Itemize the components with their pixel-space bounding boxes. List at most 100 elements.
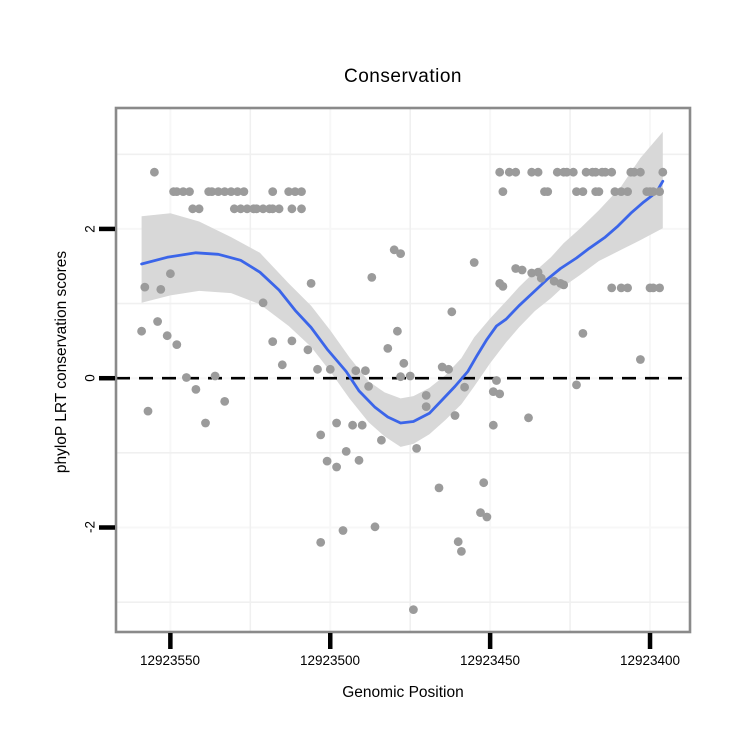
data-point: [495, 167, 505, 177]
data-point: [572, 187, 581, 197]
data-point: [236, 204, 246, 214]
panel-border: [114, 106, 692, 634]
data-point: [357, 420, 367, 430]
data-point: [636, 355, 645, 364]
data-point: [600, 167, 610, 177]
data-point: [434, 483, 444, 493]
data-point: [316, 538, 326, 547]
data-point: [364, 382, 373, 391]
data-point: [370, 522, 380, 532]
data-point: [636, 167, 645, 177]
data-point: [233, 187, 242, 197]
data-point: [591, 167, 601, 177]
data-point: [239, 187, 249, 197]
data-point: [332, 418, 341, 428]
data-point: [137, 326, 147, 336]
data-point: [421, 402, 431, 411]
data-point: [354, 455, 364, 465]
data-point: [396, 249, 405, 258]
data-point: [220, 397, 230, 406]
data-point: [277, 360, 287, 370]
data-point: [393, 326, 402, 336]
data-point: [226, 187, 236, 197]
data-point: [498, 187, 508, 197]
data-point: [511, 167, 521, 177]
data-point: [658, 167, 668, 177]
data-point: [616, 283, 626, 293]
data-point: [194, 204, 204, 214]
data-point: [396, 372, 405, 382]
data-point: [166, 269, 175, 279]
data-point: [268, 337, 278, 346]
data-point: [543, 187, 553, 197]
data-point: [172, 187, 182, 197]
data-point: [274, 204, 284, 214]
data-point: [479, 478, 489, 488]
data-point: [450, 411, 460, 420]
data-point: [284, 187, 294, 197]
data-point: [568, 167, 578, 177]
data-point: [268, 187, 278, 197]
data-point: [185, 187, 194, 197]
data-point: [213, 187, 223, 197]
data-point: [469, 258, 479, 267]
data-point: [552, 167, 562, 177]
chart-title: Conservation: [344, 66, 462, 87]
data-point: [594, 187, 604, 197]
data-point: [607, 167, 617, 177]
data-point: [616, 187, 626, 197]
x-tick-label-12923450: 12923450: [459, 653, 521, 668]
smooth-line: [140, 179, 665, 425]
data-point: [444, 364, 453, 374]
data-point: [210, 371, 220, 381]
data-point: [303, 345, 313, 355]
data-point: [367, 273, 377, 282]
data-point: [492, 376, 501, 385]
data-point: [178, 187, 188, 197]
data-point: [351, 366, 361, 376]
data-point: [623, 187, 632, 197]
data-point: [316, 430, 326, 440]
data-point: [421, 391, 431, 400]
data-point: [162, 331, 172, 341]
data-point: [655, 187, 664, 197]
data-point: [143, 406, 153, 416]
data-point: [290, 187, 300, 197]
panel-background: [116, 108, 690, 632]
data-point: [172, 340, 182, 349]
data-point: [536, 273, 546, 283]
data-point: [297, 187, 306, 197]
data-point: [377, 435, 386, 445]
data-point: [559, 280, 569, 290]
data-point: [322, 456, 332, 466]
data-point: [488, 420, 498, 430]
data-point: [482, 512, 492, 522]
data-point: [648, 283, 658, 293]
data-point: [338, 526, 348, 535]
data-point: [297, 204, 306, 214]
data-point: [607, 283, 617, 293]
data-point: [527, 268, 537, 278]
data-point: [188, 204, 198, 214]
data-point: [348, 420, 357, 430]
data-point: [517, 265, 527, 275]
data-point: [383, 344, 393, 353]
data-point: [629, 167, 639, 177]
confidence-ribbon: [141, 131, 663, 447]
data-point: [389, 245, 399, 255]
data-point: [287, 336, 297, 346]
data-point: [268, 204, 278, 214]
data-point: [453, 537, 463, 547]
data-point: [581, 167, 591, 177]
data-point: [476, 508, 485, 517]
data-point: [524, 413, 533, 423]
data-point: [405, 371, 415, 381]
data-point: [623, 283, 632, 293]
data-point: [460, 382, 469, 392]
data-point: [201, 418, 210, 428]
data-point: [447, 307, 457, 317]
data-point: [533, 167, 543, 177]
data-point: [252, 204, 262, 214]
